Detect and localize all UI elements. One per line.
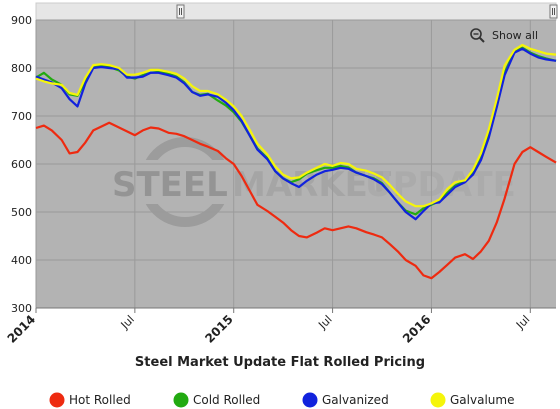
x-tick-label: Jul	[315, 313, 334, 332]
show-all-button[interactable]: Show all	[470, 28, 538, 43]
legend-label: Galvalume	[450, 393, 514, 407]
grid-lines	[35, 19, 556, 309]
legend-item-hot-rolled[interactable]: Hot Rolled	[49, 392, 131, 408]
x-tick-label: 2014	[5, 312, 39, 346]
y-tick-label: 700	[11, 110, 32, 123]
series-line-galvalume[interactable]	[35, 43, 557, 208]
navigator-right-handle[interactable]	[549, 4, 558, 19]
legend-marker	[49, 392, 65, 408]
y-tick-label: 500	[11, 206, 32, 219]
y-axis: 300 400 500 600 700 800 900	[11, 14, 32, 315]
legend-label: Cold Rolled	[193, 393, 260, 407]
y-tick-label: 600	[11, 158, 32, 171]
y-tick-label: 900	[11, 14, 32, 27]
navigator-left-handle[interactable]	[176, 4, 185, 19]
series-line-hot-rolled[interactable]	[35, 121, 557, 280]
legend-item-cold-rolled[interactable]: Cold Rolled	[173, 392, 261, 408]
zoom-out-magnifier-icon	[470, 28, 482, 40]
legend-label: Galvanized	[322, 393, 389, 407]
legend-item-galvanized[interactable]: Galvanized	[302, 392, 389, 408]
x-tick-label: Jul	[513, 313, 532, 332]
legend: Hot Rolled Cold Rolled Galvanized Galvalume	[49, 392, 515, 408]
x-tick-label: Jul	[118, 313, 137, 332]
legend-marker	[302, 392, 318, 408]
legend-marker	[173, 392, 189, 408]
chart-title: Steel Market Update Flat Rolled Pricing	[135, 355, 425, 370]
series-line-galvanized[interactable]	[35, 47, 557, 221]
navigator-scrollbar[interactable]	[35, 2, 558, 21]
series-lines	[35, 43, 557, 280]
watermark-word-1: STEEL	[112, 165, 228, 205]
legend-marker	[430, 392, 446, 408]
legend-label: Hot Rolled	[69, 393, 131, 407]
y-tick-label: 800	[11, 62, 32, 75]
watermark-logo: STEEL MARKET UPDATE	[112, 137, 516, 227]
show-all-label: Show all	[492, 29, 538, 42]
y-tick-label: 300	[11, 302, 32, 315]
legend-item-galvalume[interactable]: Galvalume	[430, 392, 515, 408]
x-tick-label: 2015	[202, 312, 236, 346]
x-axis: 2014 Jul 2015 Jul 2016 Jul	[5, 307, 556, 346]
y-tick-label: 400	[11, 254, 32, 267]
x-tick-label: 2016	[400, 312, 434, 346]
